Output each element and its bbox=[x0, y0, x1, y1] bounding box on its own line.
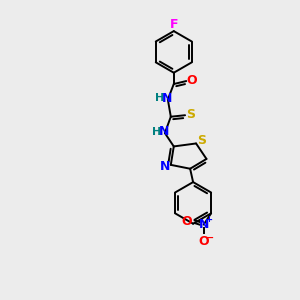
Text: H: H bbox=[155, 93, 164, 103]
Text: N: N bbox=[159, 125, 169, 138]
Text: F: F bbox=[169, 18, 178, 31]
Text: N: N bbox=[199, 218, 209, 231]
Text: N: N bbox=[162, 92, 172, 105]
Text: O: O bbox=[186, 74, 197, 87]
Text: S: S bbox=[197, 134, 206, 147]
Text: +: + bbox=[205, 215, 212, 224]
Text: O: O bbox=[182, 215, 192, 228]
Text: O: O bbox=[198, 235, 209, 248]
Text: S: S bbox=[187, 108, 196, 121]
Text: H: H bbox=[152, 127, 161, 137]
Text: −: − bbox=[205, 233, 214, 243]
Text: N: N bbox=[160, 160, 171, 173]
